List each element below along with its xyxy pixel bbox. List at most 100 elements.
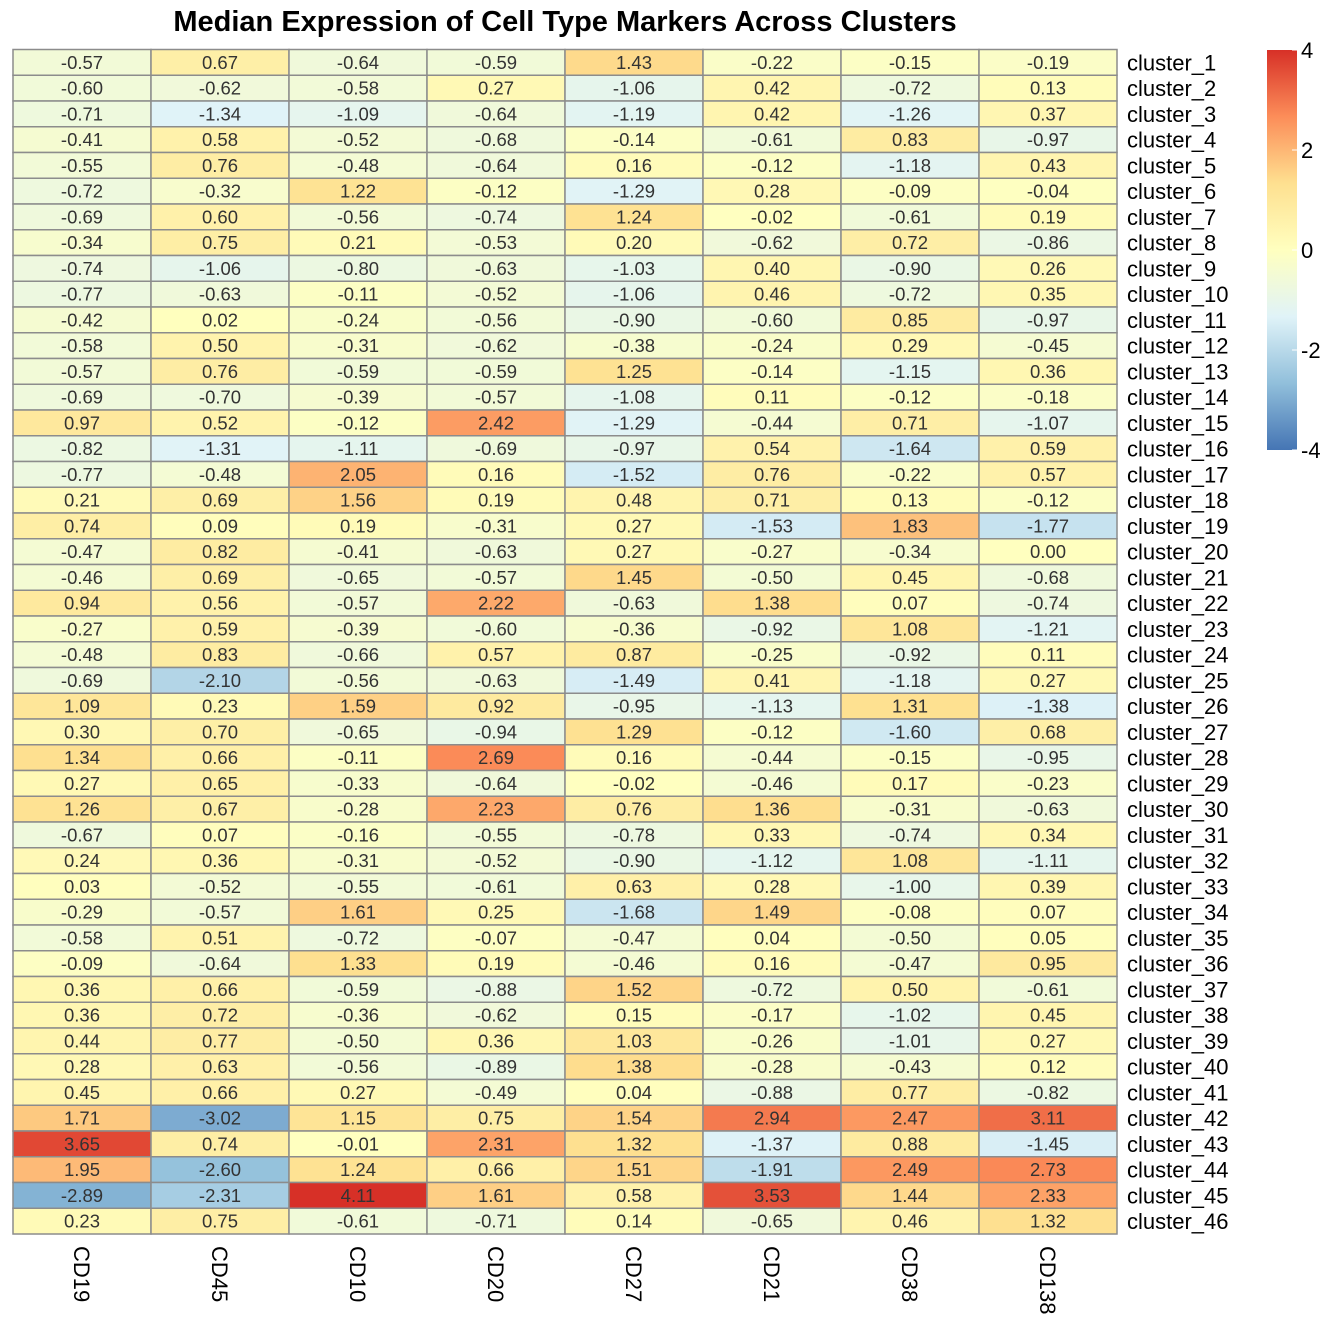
heatmap-cell bbox=[564, 615, 704, 643]
cell-value-label: -0.18 bbox=[1027, 387, 1069, 408]
heatmap-cell bbox=[702, 615, 842, 643]
cell-value-label: -1.49 bbox=[613, 670, 655, 691]
cell-value-label: 0.07 bbox=[892, 593, 928, 614]
cell-value-label: -0.26 bbox=[751, 1030, 793, 1051]
cell-value-label: -1.77 bbox=[1027, 515, 1069, 536]
heatmap-cell bbox=[150, 563, 290, 591]
column-label: CD19 bbox=[69, 1246, 94, 1302]
column-label: CD138 bbox=[1035, 1246, 1060, 1314]
cell-value-label: 0.29 bbox=[892, 335, 928, 356]
heatmap-cell bbox=[564, 795, 704, 823]
cell-value-label: -0.71 bbox=[61, 103, 103, 124]
heatmap-cell bbox=[564, 872, 704, 900]
heatmap-cell bbox=[978, 589, 1118, 617]
row-label: cluster_30 bbox=[1127, 797, 1229, 822]
heatmap-cell bbox=[426, 718, 566, 746]
heatmap-cell bbox=[288, 615, 428, 643]
cell-value-label: -0.12 bbox=[337, 412, 379, 433]
heatmap-cell bbox=[702, 280, 842, 308]
cell-value-label: 2.22 bbox=[478, 593, 514, 614]
cell-value-label: -0.77 bbox=[61, 284, 103, 305]
cell-value-label: 0.71 bbox=[892, 412, 928, 433]
cell-value-label: 0.68 bbox=[1030, 721, 1066, 742]
cell-value-label: -1.52 bbox=[613, 464, 655, 485]
heatmap-cell bbox=[840, 126, 980, 154]
cell-value-label: -0.60 bbox=[751, 309, 793, 330]
cell-value-label: -0.56 bbox=[337, 1056, 379, 1077]
cell-value-label: -0.88 bbox=[751, 1082, 793, 1103]
heatmap-cell bbox=[426, 847, 566, 875]
cell-value-label: -0.95 bbox=[613, 696, 655, 717]
cell-value-label: -0.97 bbox=[613, 438, 655, 459]
heatmap-cell bbox=[840, 100, 980, 128]
cell-value-label: 0.51 bbox=[202, 927, 238, 948]
cell-value-label: 0.27 bbox=[64, 773, 100, 794]
heatmap-cell bbox=[978, 177, 1118, 205]
cell-value-label: -0.63 bbox=[475, 258, 517, 279]
heatmap-cell bbox=[564, 177, 704, 205]
heatmap-cell bbox=[426, 409, 566, 437]
heatmap-cell bbox=[978, 280, 1118, 308]
heatmap-cell bbox=[150, 254, 290, 282]
cell-value-label: -1.12 bbox=[751, 850, 793, 871]
cell-value-label: -0.64 bbox=[475, 773, 517, 794]
heatmap-cell bbox=[702, 512, 842, 540]
cell-value-label: 0.85 bbox=[892, 309, 928, 330]
heatmap-cell bbox=[288, 1053, 428, 1081]
cell-value-label: 0.37 bbox=[1030, 103, 1066, 124]
row-label: cluster_34 bbox=[1127, 900, 1229, 925]
cell-value-label: -0.48 bbox=[199, 464, 241, 485]
cell-value-label: 0.60 bbox=[202, 206, 238, 227]
heatmap-cell bbox=[702, 692, 842, 720]
cell-value-label: -0.64 bbox=[475, 103, 517, 124]
cell-value-label: -0.92 bbox=[751, 618, 793, 639]
heatmap-cell bbox=[150, 435, 290, 463]
row-label: cluster_31 bbox=[1127, 823, 1229, 848]
cell-value-label: -0.02 bbox=[613, 773, 655, 794]
heatmap-cell bbox=[978, 950, 1118, 978]
cell-value-label: -0.04 bbox=[1027, 181, 1069, 202]
cell-value-label: 0.97 bbox=[64, 412, 100, 433]
column-label: CD45 bbox=[207, 1246, 232, 1302]
heatmap-cell bbox=[702, 769, 842, 797]
cell-value-label: -0.74 bbox=[889, 824, 931, 845]
heatmap-cell bbox=[978, 306, 1118, 334]
cell-value-label: 1.59 bbox=[340, 696, 376, 717]
cell-value-label: -1.19 bbox=[613, 103, 655, 124]
cell-value-label: -0.43 bbox=[889, 1056, 931, 1077]
cell-value-label: -0.66 bbox=[337, 644, 379, 665]
heatmap-cell bbox=[840, 435, 980, 463]
heatmap-cell bbox=[978, 538, 1118, 566]
cell-value-label: 0.04 bbox=[754, 927, 790, 948]
cell-value-label: 1.22 bbox=[340, 181, 376, 202]
heatmap-cell bbox=[978, 872, 1118, 900]
cell-value-label: -1.11 bbox=[338, 438, 379, 459]
cell-value-label: -0.56 bbox=[475, 309, 517, 330]
cell-value-label: -1.18 bbox=[889, 155, 931, 176]
cell-value-label: -0.12 bbox=[889, 387, 931, 408]
heatmap-cell bbox=[288, 1001, 428, 1029]
cell-value-label: -0.56 bbox=[337, 206, 379, 227]
cell-value-label: -1.91 bbox=[751, 1159, 793, 1180]
cell-value-label: -1.00 bbox=[889, 876, 931, 897]
column-label: CD21 bbox=[759, 1246, 784, 1302]
cell-value-label: 0.36 bbox=[1030, 361, 1066, 382]
column-label: CD10 bbox=[345, 1246, 370, 1302]
heatmap-cell bbox=[150, 357, 290, 385]
heatmap-cell bbox=[564, 100, 704, 128]
cell-value-label: 0.57 bbox=[478, 644, 514, 665]
cell-value-label: -0.61 bbox=[889, 206, 931, 227]
heatmap-cell bbox=[702, 357, 842, 385]
cell-value-label: 0.45 bbox=[64, 1082, 100, 1103]
cell-value-label: 0.27 bbox=[1030, 1030, 1066, 1051]
cell-value-label: -0.15 bbox=[889, 747, 931, 768]
row-label: cluster_46 bbox=[1127, 1209, 1229, 1234]
heatmap-cell bbox=[150, 1053, 290, 1081]
heatmap-cell bbox=[150, 795, 290, 823]
cell-value-label: 1.08 bbox=[892, 618, 928, 639]
cell-value-label: -0.58 bbox=[61, 335, 103, 356]
cell-value-label: -0.24 bbox=[751, 335, 793, 356]
cell-value-label: -0.11 bbox=[338, 747, 379, 768]
heatmap-cell bbox=[840, 821, 980, 849]
cell-value-label: 0.50 bbox=[892, 979, 928, 1000]
